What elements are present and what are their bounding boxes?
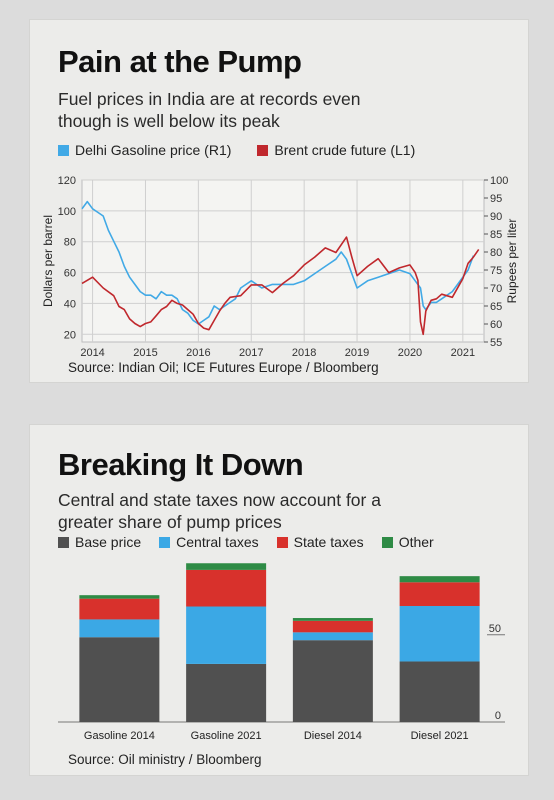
x-tick-label: 2020 [398,347,422,359]
bar-segment-central [79,619,160,638]
fuel-price-panel: Pain at the Pump Fuel prices in India ar… [30,20,528,382]
bar-segment-base [79,637,160,722]
y-right-tick-label: 80 [490,247,502,259]
y-right-tick-label: 55 [490,337,502,349]
legend-label-brent: Brent crude future (L1) [274,142,416,158]
bar-segment-other [292,618,373,621]
bar-segment-state [186,569,267,607]
bar-y-tick-label: 50 [489,623,501,635]
y-right-axis-title: Rupees per liter [505,219,519,304]
panel2-subtitle-line2: greater share of pump prices [58,512,282,532]
y-right-tick-label: 65 [490,301,502,313]
x-tick-label: 2015 [133,347,157,359]
bar-segment-other [79,595,160,599]
legend-swatch-state [276,536,288,548]
y-left-axis-title: Dollars per barrel [41,215,55,307]
bar-y-tick-label: 0 [495,710,501,722]
bar-segment-state [292,620,373,633]
x-tick-label: 2014 [80,347,104,359]
bar-segment-other [399,576,480,583]
panel2-legend: Base price Central taxes State taxes Oth… [58,534,434,550]
x-tick-label: 2018 [292,347,316,359]
y-left-tick-label: 40 [64,298,76,310]
x-tick-label: 2021 [451,347,475,359]
legend-item-base: Base price [58,534,141,550]
bar-segment-base [292,640,373,722]
bar-segment-base [399,661,480,722]
legend-label-state: State taxes [293,534,364,550]
bar-segment-state [399,582,480,606]
y-left-tick-label: 100 [58,206,76,218]
panel1-subtitle-line2: though is well below its peak [58,111,280,131]
y-right-tick-label: 100 [490,175,508,187]
panel2-title: Breaking It Down [58,447,304,482]
bar-segment-central [399,605,480,662]
legend-item-central: Central taxes [159,534,259,550]
bar-category-label: Diesel 2021 [411,730,469,742]
panel2-source: Source: Oil ministry / Bloomberg [68,752,262,767]
bar-segment-state [79,598,160,620]
panel1-subtitle-line1: Fuel prices in India are at records even [58,89,361,109]
legend-label-gasoline: Delhi Gasoline price (R1) [75,142,232,158]
bar-segment-other [186,563,267,570]
y-right-tick-label: 85 [490,229,502,241]
legend-item-state: State taxes [276,534,364,550]
y-right-tick-label: 95 [490,193,502,205]
x-tick-label: 2016 [186,347,210,359]
panel1-source: Source: Indian Oil; ICE Futures Europe /… [68,360,379,375]
panel1-title: Pain at the Pump [58,44,302,79]
x-tick-label: 2019 [345,347,369,359]
bar-category-label: Diesel 2014 [304,730,362,742]
panel2-subtitle: Central and state taxes now account for … [58,489,381,533]
panel1-legend: Delhi Gasoline price (R1) Brent crude fu… [58,142,415,158]
bar-segment-base [186,663,267,722]
legend-label-other: Other [398,534,434,550]
y-left-tick-label: 20 [64,329,76,341]
y-right-tick-label: 60 [490,319,502,331]
tax-breakdown-panel: Breaking It Down Central and state taxes… [30,425,528,775]
bar-category-label: Gasoline 2021 [191,730,262,742]
legend-label-central: Central taxes [176,534,259,550]
y-right-tick-label: 75 [490,265,502,277]
legend-item-gasoline: Delhi Gasoline price (R1) [58,142,231,158]
y-right-tick-label: 70 [490,283,502,295]
y-right-tick-label: 90 [490,211,502,223]
legend-swatch-brent [257,144,269,156]
legend-swatch-central [159,536,171,548]
legend-item-brent: Brent crude future (L1) [257,142,415,158]
legend-item-other: Other [381,534,434,550]
y-left-tick-label: 80 [64,237,76,249]
bar-segment-central [292,632,373,641]
bar-category-label: Gasoline 2014 [84,730,155,742]
legend-swatch-gasoline [58,144,69,156]
panel1-subtitle: Fuel prices in India are at records even… [58,88,361,132]
line-plot-area [81,179,485,343]
y-left-tick-label: 60 [64,268,76,280]
panel2-subtitle-line1: Central and state taxes now account for … [58,490,381,510]
y-left-tick-label: 120 [58,175,76,187]
line-chart: 2014 2015 2016 2017 2018 2019 2020 2021 20 40 60 80… [41,175,519,359]
legend-swatch-other [381,536,393,548]
x-tick-label: 2017 [239,347,263,359]
brent-crude-line [81,236,480,336]
bar-segment-central [186,606,267,664]
legend-label-base: Base price [75,534,142,550]
stacked-bar-chart: Gasoline 2014 Gasoline 2021 Diesel 2014 Die… [58,563,505,742]
legend-swatch-base [58,536,69,548]
gasoline-price-line [81,200,475,325]
